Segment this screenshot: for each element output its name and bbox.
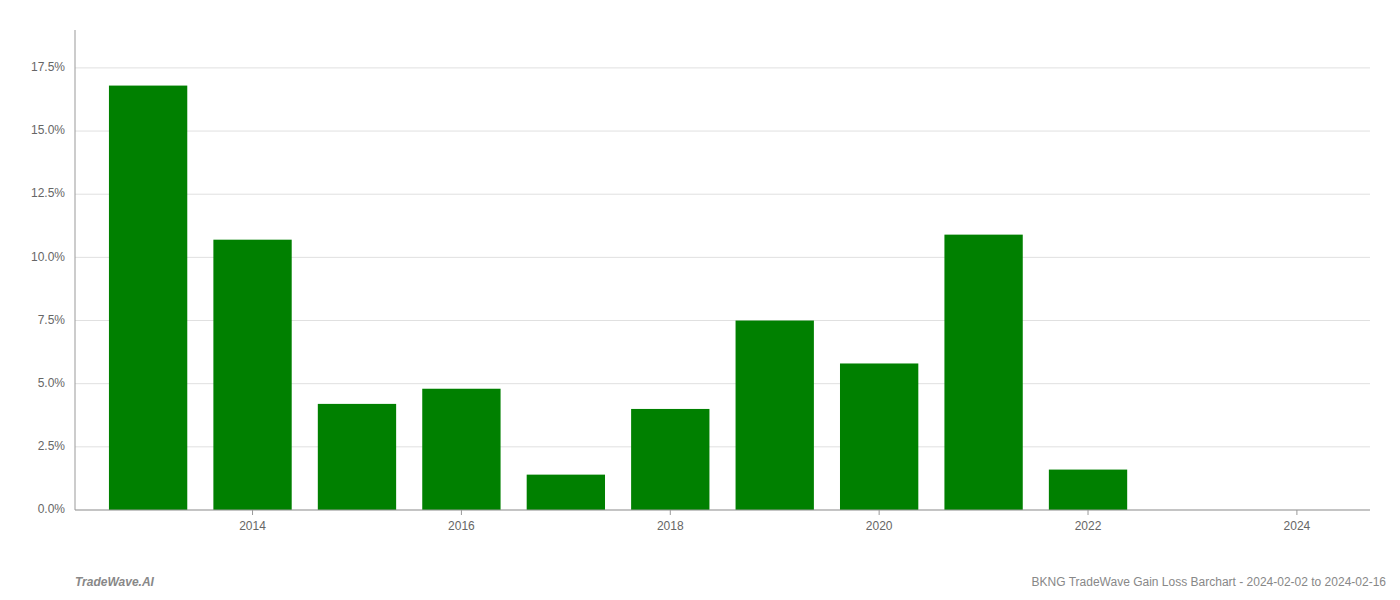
x-axis-line bbox=[75, 510, 1370, 511]
bar bbox=[213, 240, 291, 510]
bar bbox=[736, 321, 814, 510]
x-tick-label: 2016 bbox=[448, 519, 475, 533]
footer-right: BKNG TradeWave Gain Loss Barchart - 2024… bbox=[1032, 575, 1387, 589]
y-tick-label: 5.0% bbox=[38, 376, 66, 390]
bar bbox=[109, 86, 187, 510]
x-tick-label: 2018 bbox=[657, 519, 684, 533]
x-tick-label: 2020 bbox=[866, 519, 893, 533]
bar bbox=[944, 235, 1022, 510]
x-tick-label: 2024 bbox=[1284, 519, 1311, 533]
x-tick bbox=[879, 510, 880, 515]
grid-line bbox=[75, 67, 1370, 68]
x-tick-label: 2014 bbox=[239, 519, 266, 533]
bars bbox=[109, 86, 1127, 510]
y-axis-line bbox=[75, 30, 76, 510]
grid bbox=[75, 68, 1370, 510]
y-tick-label: 7.5% bbox=[38, 313, 66, 327]
grid-line bbox=[75, 194, 1370, 195]
bar bbox=[422, 389, 500, 510]
background bbox=[0, 0, 1400, 600]
x-tick-label: 2022 bbox=[1075, 519, 1102, 533]
y-tick-label: 2.5% bbox=[38, 439, 66, 453]
grid-line bbox=[75, 131, 1370, 132]
bar bbox=[527, 475, 605, 510]
bar bbox=[631, 409, 709, 510]
x-tick bbox=[1296, 510, 1297, 515]
x-tick bbox=[252, 510, 253, 515]
chart-container: 0.0% 2.5% 5.0% 7.5% 10.0% 12.5% 15.0% 17.5% 2014… bbox=[0, 0, 1400, 600]
x-tick bbox=[670, 510, 671, 515]
y-tick-label: 17.5% bbox=[31, 60, 65, 74]
chart: 0.0% 2.5% 5.0% 7.5% 10.0% 12.5% 15.0% 17.5% 2014… bbox=[0, 0, 1400, 600]
y-tick-label: 12.5% bbox=[31, 186, 65, 200]
bar bbox=[840, 363, 918, 510]
bar bbox=[318, 404, 396, 510]
x-tick bbox=[1088, 510, 1089, 515]
y-tick-label: 0.0% bbox=[38, 502, 66, 516]
grid-line bbox=[75, 510, 1370, 511]
x-tick bbox=[461, 510, 462, 515]
y-tick-label: 10.0% bbox=[31, 250, 65, 264]
footer-left: TradeWave.AI bbox=[75, 575, 155, 589]
bar bbox=[1049, 470, 1127, 510]
y-tick-label: 15.0% bbox=[31, 123, 65, 137]
